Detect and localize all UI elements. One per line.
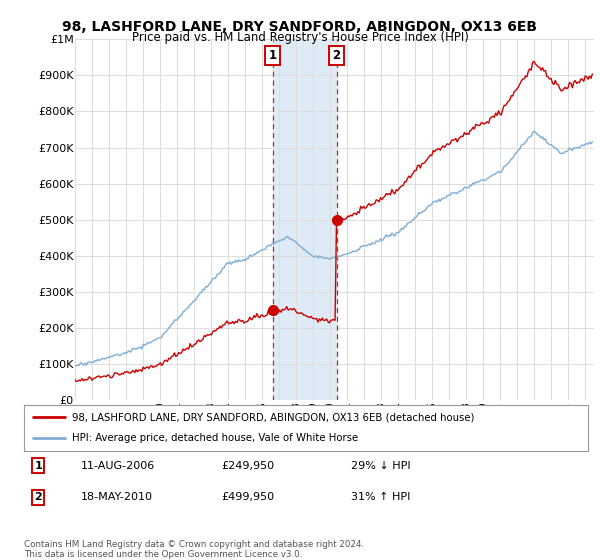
Text: £499,950: £499,950 [221,492,275,502]
Text: 2: 2 [332,49,341,62]
Text: Contains HM Land Registry data © Crown copyright and database right 2024.
This d: Contains HM Land Registry data © Crown c… [24,540,364,559]
Text: 11-AUG-2006: 11-AUG-2006 [80,461,155,471]
Text: 98, LASHFORD LANE, DRY SANDFORD, ABINGDON, OX13 6EB (detached house): 98, LASHFORD LANE, DRY SANDFORD, ABINGDO… [72,412,475,422]
Bar [272,39,337,400]
Text: 1: 1 [269,49,277,62]
Text: £249,950: £249,950 [221,461,275,471]
Text: 1: 1 [34,461,42,471]
Text: Price paid vs. HM Land Registry's House Price Index (HPI): Price paid vs. HM Land Registry's House … [131,31,469,44]
Text: 98, LASHFORD LANE, DRY SANDFORD, ABINGDON, OX13 6EB: 98, LASHFORD LANE, DRY SANDFORD, ABINGDO… [62,20,538,34]
Text: 18-MAY-2010: 18-MAY-2010 [80,492,152,502]
Text: HPI: Average price, detached house, Vale of White Horse: HPI: Average price, detached house, Vale… [72,433,358,444]
Text: 2: 2 [34,492,42,502]
Text: 31% ↑ HPI: 31% ↑ HPI [351,492,410,502]
Text: 29% ↓ HPI: 29% ↓ HPI [351,461,411,471]
